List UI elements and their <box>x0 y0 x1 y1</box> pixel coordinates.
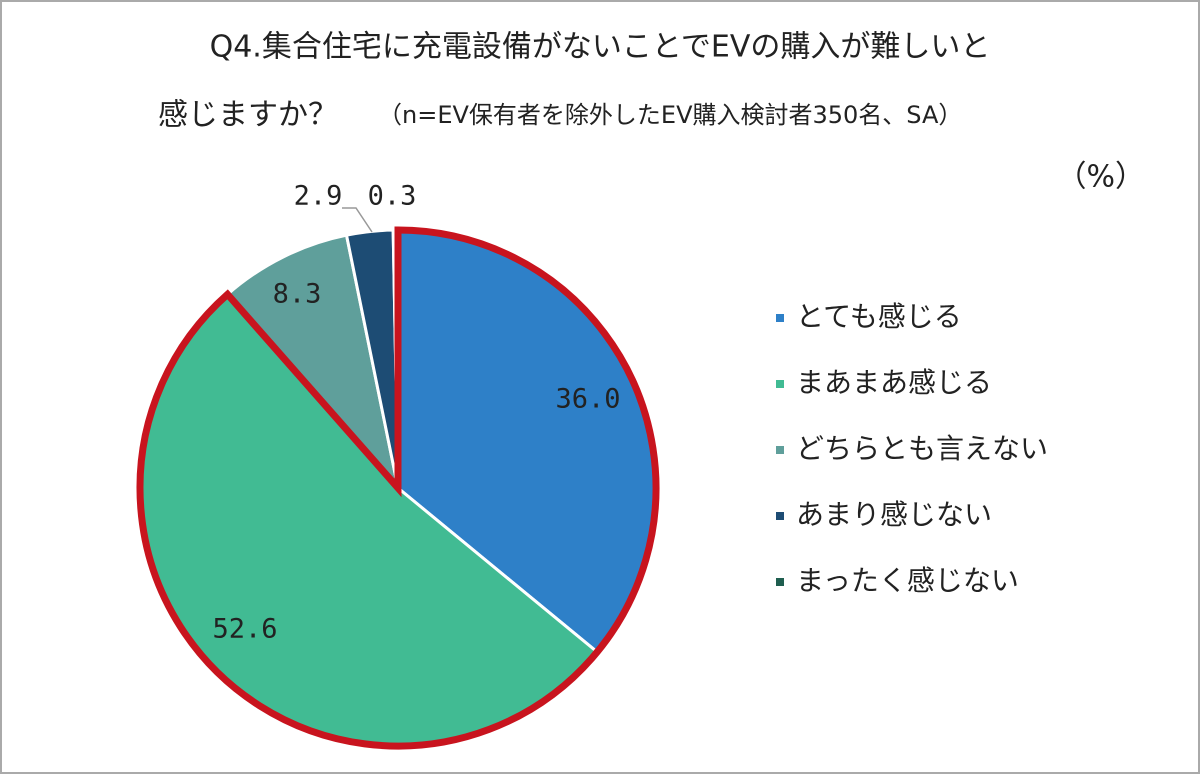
legend-swatch <box>776 380 784 388</box>
legend-label: あまり感じない <box>796 498 992 531</box>
legend-label: まあまあ感じる <box>796 366 992 399</box>
data-label: 52.6 <box>212 614 277 645</box>
leader-line <box>342 207 373 233</box>
data-label: 0.3 <box>368 181 417 212</box>
chart-title: Q4.集合住宅に充電設備がないことでEVの購入が難しいと <box>210 30 991 65</box>
legend-label: まったく感じない <box>796 564 1019 597</box>
unit-label: （%） <box>1056 160 1145 195</box>
highlight <box>136 226 660 750</box>
pie-slice <box>225 233 401 494</box>
legend-swatch <box>776 512 784 520</box>
legend-label: どちらとも言えない <box>796 432 1048 465</box>
legend-label: とても感じる <box>796 300 962 333</box>
legend-swatch <box>776 446 784 454</box>
note: （n=EV保有者を除外したEV購入検討者350名、SA） <box>378 101 962 129</box>
data-label: 8.3 <box>273 279 322 310</box>
chart-subtitle: 感じますか？ <box>158 98 338 133</box>
legend-swatch <box>776 314 784 322</box>
data-label: 2.9 <box>294 181 343 212</box>
legend-swatch <box>776 578 784 586</box>
data-label: 36.0 <box>555 384 620 415</box>
